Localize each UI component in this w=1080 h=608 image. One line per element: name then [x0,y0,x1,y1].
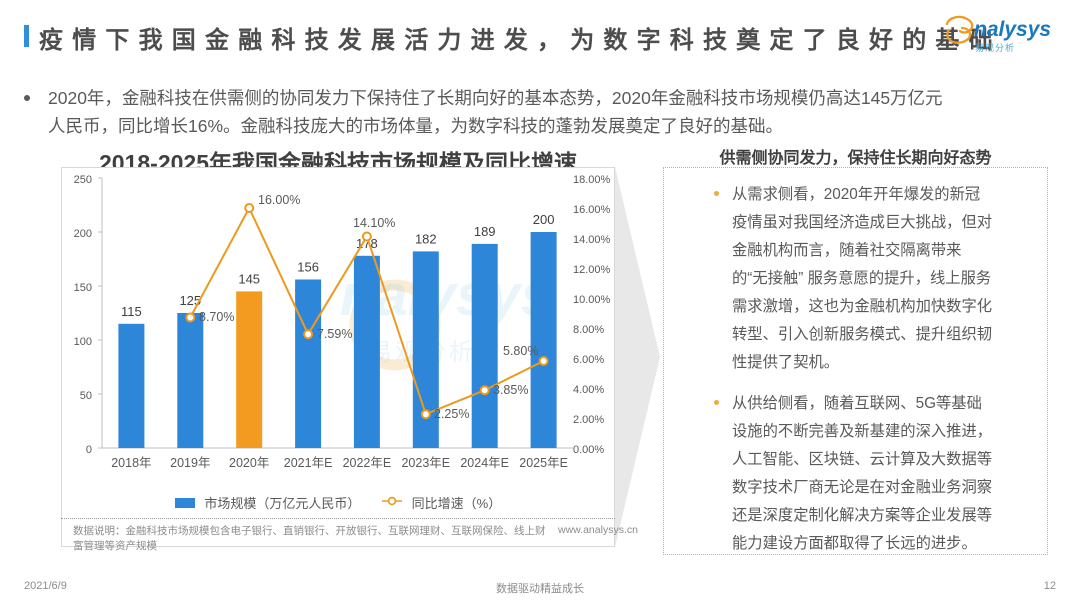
svg-text:100: 100 [74,336,92,348]
svg-text:16.00%: 16.00% [573,204,611,216]
svg-text:200: 200 [74,228,92,240]
svg-text:2025年E: 2025年E [519,456,568,470]
svg-text:14.10%: 14.10% [353,216,395,230]
svg-text:5.80%: 5.80% [503,344,538,358]
svg-text:2.00%: 2.00% [573,414,604,426]
svg-text:2024年E: 2024年E [460,456,509,470]
svg-text:10.00%: 10.00% [573,294,611,306]
svg-text:2019年: 2019年 [170,456,210,470]
svg-text:14.00%: 14.00% [573,234,611,246]
svg-text:125: 125 [179,293,201,308]
svg-text:16.00%: 16.00% [258,193,300,207]
svg-text:156: 156 [297,260,319,275]
svg-text:2018年: 2018年 [111,456,151,470]
svg-text:145: 145 [238,271,260,286]
svg-text:115: 115 [121,304,142,319]
svg-text:2020年: 2020年 [229,456,269,470]
svg-text:189: 189 [474,224,496,239]
svg-text:2.25%: 2.25% [434,407,469,421]
svg-text:0: 0 [86,444,92,456]
svg-text:6.00%: 6.00% [573,354,604,366]
svg-text:200: 200 [533,212,555,227]
svg-text:8.00%: 8.00% [573,324,604,336]
svg-text:2022年E: 2022年E [343,456,392,470]
svg-text:150: 150 [74,282,92,294]
svg-text:8.70%: 8.70% [199,310,234,324]
svg-text:18.00%: 18.00% [573,174,611,186]
svg-text:2021年E: 2021年E [284,456,333,470]
svg-text:250: 250 [74,174,92,186]
svg-text:3.85%: 3.85% [493,383,528,397]
svg-text:50: 50 [80,390,92,402]
svg-text:4.00%: 4.00% [573,384,604,396]
svg-text:2023年E: 2023年E [401,456,450,470]
svg-text:0.00%: 0.00% [573,444,604,456]
svg-text:182: 182 [415,231,437,246]
svg-text:12.00%: 12.00% [573,264,611,276]
svg-text:7.59%: 7.59% [317,327,352,341]
